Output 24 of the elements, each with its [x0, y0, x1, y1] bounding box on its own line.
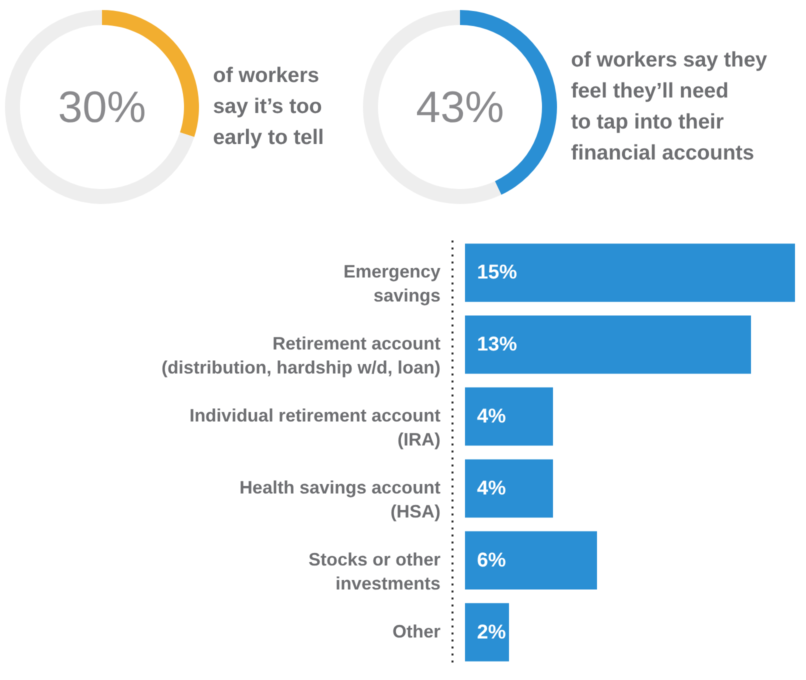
y-tick-label: Retirement account (distribution, hardship w/d, loan)	[162, 334, 441, 378]
y-tick-label: Other	[392, 621, 440, 642]
bar	[465, 459, 553, 518]
bar	[465, 316, 751, 374]
text: of workers say it’s too early to tell	[213, 64, 324, 149]
data-label: 4%	[477, 406, 506, 428]
text: 43%	[416, 83, 504, 132]
data-label: 15%	[477, 262, 518, 284]
text: of workers say they feel they’ll need to tap into their financial accounts	[571, 48, 768, 164]
bar	[465, 387, 553, 446]
data-label: 6%	[477, 549, 506, 572]
bar	[465, 603, 509, 662]
donut-slice	[5, 10, 194, 204]
y-tick-label: Individual retirement account (IRA)	[189, 406, 440, 450]
data-label: 4%	[477, 477, 506, 500]
data-label: 2%	[477, 621, 506, 644]
text: 30%	[58, 83, 146, 132]
donut-slice	[363, 10, 502, 204]
y-tick-label: Emergency savings	[343, 262, 440, 306]
y-tick-label: Stocks or other investments	[308, 549, 440, 594]
data-label: 13%	[477, 334, 518, 356]
bar	[465, 531, 597, 590]
bar	[465, 244, 795, 302]
y-tick-label: Health savings account (HSA)	[239, 477, 440, 522]
